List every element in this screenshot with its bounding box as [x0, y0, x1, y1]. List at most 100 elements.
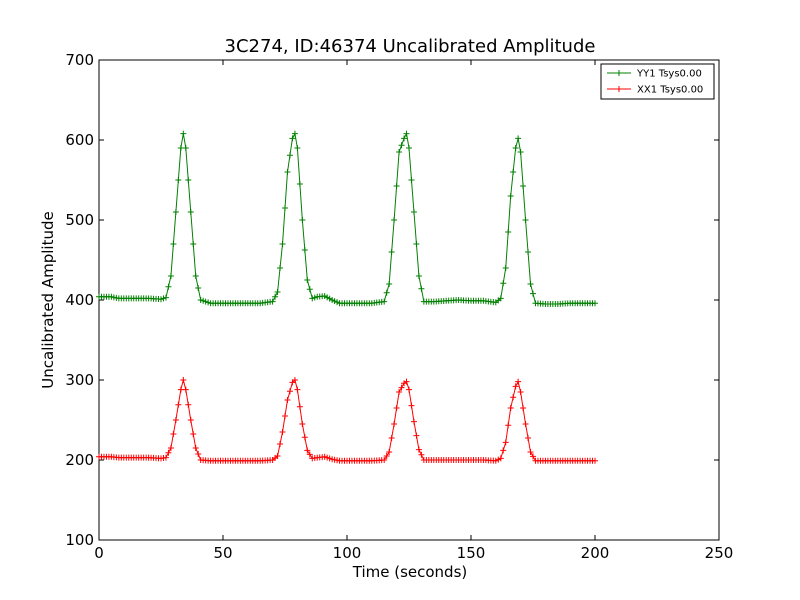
data-point [381, 298, 388, 305]
x-tick-label: 200 [581, 544, 610, 562]
data-point [527, 449, 534, 455]
data-point [172, 417, 179, 423]
data-point [410, 418, 417, 425]
data-point [497, 455, 504, 462]
data-point [165, 449, 172, 456]
data-point [277, 265, 284, 271]
x-tick-label: 100 [333, 544, 362, 562]
data-point [167, 273, 174, 279]
data-point [388, 435, 395, 441]
data-point [388, 249, 395, 255]
data-point [500, 447, 507, 454]
y-tick-label: 500 [65, 211, 94, 229]
data-point [415, 273, 422, 279]
data-point [410, 209, 417, 215]
data-point [522, 217, 529, 223]
data-point [507, 193, 514, 199]
data-point [291, 130, 298, 137]
data-point [182, 386, 189, 393]
data-point [167, 445, 174, 451]
x-tick-label: 150 [457, 544, 486, 562]
axis-ticks: 0 50 100 150 200 250 100 200 300 400 500 600 700 [65, 51, 733, 562]
data-point [415, 446, 422, 453]
data-point [403, 130, 410, 137]
data-point [282, 413, 288, 419]
data-point [507, 405, 514, 411]
data-point [391, 421, 398, 427]
data-point [294, 386, 301, 393]
data-point [165, 283, 172, 290]
data-point [391, 217, 398, 223]
x-tick-label: 50 [213, 544, 232, 562]
data-point [187, 209, 194, 215]
data-point [162, 454, 169, 461]
data-point [525, 249, 532, 255]
data-point [592, 457, 598, 464]
data-point [289, 135, 296, 142]
data-point [304, 277, 311, 283]
data-point [185, 177, 192, 183]
data-point [500, 280, 507, 287]
y-tick-label: 200 [65, 451, 94, 469]
series-1 [96, 377, 598, 464]
data-point [515, 378, 522, 385]
data-point [418, 451, 425, 458]
data-point [284, 397, 291, 403]
data-point [525, 435, 532, 441]
data-point [592, 300, 598, 307]
data-point [180, 130, 187, 137]
data-point [291, 377, 298, 383]
data-point [182, 145, 189, 151]
series-0 [96, 130, 598, 307]
data-point [190, 241, 197, 247]
data-point [296, 403, 303, 410]
data-point [306, 451, 313, 458]
data-point [396, 149, 403, 155]
y-tick-label: 600 [65, 131, 94, 149]
data-point [510, 394, 517, 401]
data-point [530, 290, 536, 297]
data-point [383, 453, 390, 459]
legend-box [600, 63, 715, 100]
data-point [517, 149, 524, 155]
y-axis-label: Uncalibrated Amplitude [39, 211, 57, 388]
x-tick-label: 250 [705, 544, 734, 562]
x-axis-label: Time (seconds) [352, 563, 468, 581]
data-point [175, 401, 182, 408]
y-tick-label: 700 [65, 51, 94, 69]
data-point [175, 177, 182, 183]
y-tick-label: 400 [65, 291, 94, 309]
data-point [190, 431, 197, 437]
data-point [301, 247, 308, 253]
data-point [408, 177, 415, 183]
data-point [269, 298, 276, 305]
data-point [301, 434, 308, 441]
data-point [413, 241, 420, 247]
x-tick-label: 0 [94, 544, 104, 562]
data-point [408, 402, 415, 409]
legend-marker [616, 86, 622, 92]
data-point [187, 417, 194, 423]
data-point [170, 241, 177, 247]
data-point [306, 286, 313, 293]
data-point [304, 447, 311, 454]
data-point [406, 386, 412, 393]
data-point [502, 265, 509, 271]
data-point [403, 378, 410, 385]
legend-label: XX1 Tsys0.00 [637, 85, 703, 96]
data-point [527, 281, 534, 287]
data-point [381, 457, 388, 463]
data-point [413, 432, 420, 439]
data-point [279, 241, 286, 247]
data-point [286, 388, 293, 395]
data-point [515, 135, 522, 142]
data-point [406, 145, 412, 151]
chart-title: 3C274, ID:46374 Uncalibrated Amplitude [225, 36, 596, 57]
legend-marker [616, 70, 622, 76]
data-point [286, 152, 293, 159]
data-point [502, 439, 509, 446]
data-point [512, 383, 519, 390]
legend: YY1 Tsys0.00 XX1 Tsys0.00 [600, 63, 715, 100]
data-point [274, 453, 281, 459]
data-point [386, 281, 393, 287]
